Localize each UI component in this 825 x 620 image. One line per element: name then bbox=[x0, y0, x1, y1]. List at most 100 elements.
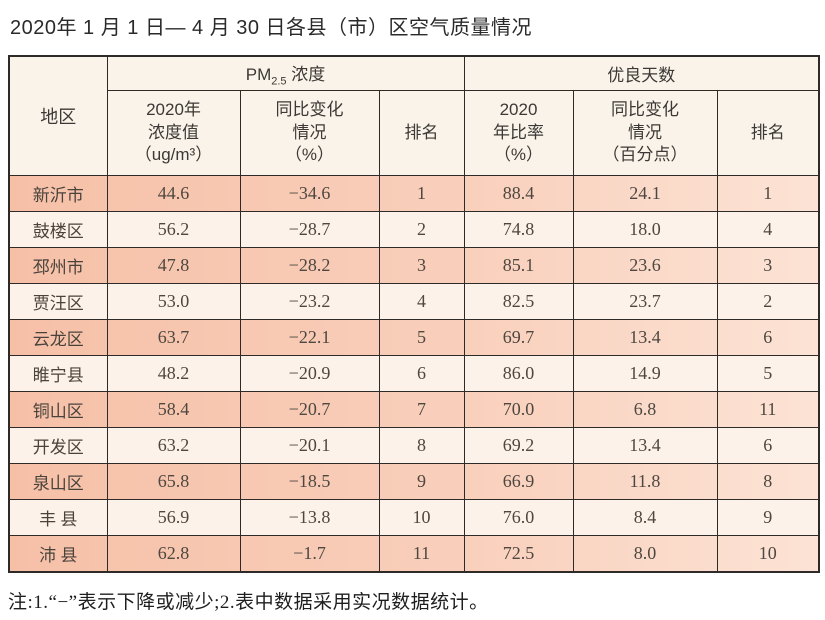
ratio-rank-cell: 3 bbox=[716, 247, 820, 284]
region-cell: 鼓楼区 bbox=[8, 211, 108, 248]
table-row: 睢宁县 48.2 −20.9 6 86.0 14.9 5 bbox=[8, 355, 820, 392]
region-cell: 邳州市 bbox=[8, 247, 108, 284]
table-row: 沛 县 62.8 −1.7 11 72.5 8.0 10 bbox=[8, 535, 820, 573]
ratio-change-cell: 11.8 bbox=[572, 463, 718, 500]
ratio-cell: 69.7 bbox=[463, 319, 574, 356]
ratio-rank-cell: 5 bbox=[716, 355, 820, 392]
table-row: 贾汪区 53.0 −23.2 4 82.5 23.7 2 bbox=[8, 283, 820, 320]
conc-change-cell: −28.2 bbox=[239, 247, 380, 284]
table-row: 鼓楼区 56.2 −28.7 2 74.8 18.0 4 bbox=[8, 211, 820, 248]
pm25-label-suffix: 浓度 bbox=[286, 64, 326, 84]
conc-rank-cell: 2 bbox=[378, 211, 465, 248]
ratio-change-cell: 8.0 bbox=[572, 535, 718, 573]
conc-rank-header: 排名 bbox=[378, 90, 465, 176]
ratio-cell: 74.8 bbox=[463, 211, 574, 248]
ratio-change-cell: 24.1 bbox=[572, 175, 718, 212]
conc-rank-cell: 8 bbox=[378, 427, 465, 464]
region-cell: 沛 县 bbox=[8, 535, 108, 573]
conc-change-cell: −23.2 bbox=[239, 283, 380, 320]
conc-change-cell: −20.1 bbox=[239, 427, 380, 464]
footnote: 注:1.“−”表示下降或减少;2.表中数据采用实况数据统计。 bbox=[8, 592, 489, 613]
ratio-cell: 70.0 bbox=[463, 391, 574, 428]
ratio-change-cell: 8.4 bbox=[572, 499, 718, 536]
header-sub-row: 2020年 浓度值 （ug/m³） 同比变化 情况 （%） 排名 2020 年比… bbox=[9, 90, 820, 176]
ratio-header: 2020 年比率 （%） bbox=[463, 90, 574, 176]
region-cell: 云龙区 bbox=[8, 319, 108, 356]
conc-rank-cell: 10 bbox=[378, 499, 465, 536]
conc-change-cell: −20.7 bbox=[239, 391, 380, 428]
ratio-rank-cell: 6 bbox=[716, 319, 820, 356]
ratio-rank-cell: 6 bbox=[716, 427, 820, 464]
ratio-cell: 85.1 bbox=[463, 247, 574, 284]
ratio-change-header: 同比变化 情况 （百分点） bbox=[572, 90, 718, 176]
conc-rank-cell: 6 bbox=[378, 355, 465, 392]
conc-change-cell: −13.8 bbox=[239, 499, 380, 536]
ratio-cell: 76.0 bbox=[463, 499, 574, 536]
region-cell: 丰 县 bbox=[8, 499, 108, 536]
region-cell: 睢宁县 bbox=[8, 355, 108, 392]
ratio-cell: 88.4 bbox=[463, 175, 574, 212]
conc-rank-cell: 7 bbox=[378, 391, 465, 428]
ratio-change-cell: 18.0 bbox=[572, 211, 718, 248]
region-cell: 贾汪区 bbox=[8, 283, 108, 320]
conc-cell: 58.4 bbox=[106, 391, 241, 428]
ratio-change-cell: 13.4 bbox=[572, 319, 718, 356]
conc-cell: 44.6 bbox=[106, 175, 241, 212]
table-row: 泉山区 65.8 −18.5 9 66.9 11.8 8 bbox=[8, 463, 820, 500]
pm25-label-subscript: 2.5 bbox=[271, 75, 287, 88]
table-row: 新沂市 44.6 −34.6 1 88.4 24.1 1 bbox=[8, 175, 820, 212]
page-title: 2020年 1 月 1 日— 4 月 30 日各县（市）区空气质量情况 bbox=[10, 17, 533, 39]
ratio-rank-cell: 11 bbox=[716, 391, 820, 428]
table-row: 铜山区 58.4 −20.7 7 70.0 6.8 11 bbox=[8, 391, 820, 428]
conc-cell: 48.2 bbox=[106, 355, 241, 392]
ratio-change-cell: 23.6 bbox=[572, 247, 718, 284]
ratio-rank-header: 排名 bbox=[716, 90, 820, 176]
conc-cell: 56.9 bbox=[106, 499, 241, 536]
conc-rank-cell: 5 bbox=[378, 319, 465, 356]
table-row: 丰 县 56.9 −13.8 10 76.0 8.4 9 bbox=[8, 499, 820, 536]
conc-cell: 63.2 bbox=[106, 427, 241, 464]
region-cell: 新沂市 bbox=[8, 175, 108, 212]
ratio-rank-cell: 8 bbox=[716, 463, 820, 500]
pm25-group-header: PM2.5 浓度 bbox=[106, 55, 465, 91]
region-column-header: 地区 bbox=[8, 55, 108, 176]
ratio-cell: 82.5 bbox=[463, 283, 574, 320]
conc-cell: 65.8 bbox=[106, 463, 241, 500]
conc-cell: 53.0 bbox=[106, 283, 241, 320]
conc-change-cell: −18.5 bbox=[239, 463, 380, 500]
ratio-cell: 66.9 bbox=[463, 463, 574, 500]
header-group-row: 地区 PM2.5 浓度 优良天数 bbox=[8, 55, 820, 176]
ratio-cell: 86.0 bbox=[463, 355, 574, 392]
conc-change-cell: −20.9 bbox=[239, 355, 380, 392]
ratio-rank-cell: 2 bbox=[716, 283, 820, 320]
conc-cell: 62.8 bbox=[106, 535, 241, 573]
ratio-change-cell: 14.9 bbox=[572, 355, 718, 392]
ratio-cell: 69.2 bbox=[463, 427, 574, 464]
conc-cell: 63.7 bbox=[106, 319, 241, 356]
conc-rank-cell: 11 bbox=[378, 535, 465, 573]
pm25-label-prefix: PM bbox=[245, 64, 272, 84]
conc-rank-cell: 9 bbox=[378, 463, 465, 500]
ratio-rank-cell: 4 bbox=[716, 211, 820, 248]
conc-rank-cell: 1 bbox=[378, 175, 465, 212]
conc-change-cell: −28.7 bbox=[239, 211, 380, 248]
conc-change-header: 同比变化 情况 （%） bbox=[239, 90, 380, 176]
ratio-cell: 72.5 bbox=[463, 535, 574, 573]
conc-rank-cell: 4 bbox=[378, 283, 465, 320]
ratio-rank-cell: 10 bbox=[716, 535, 820, 573]
conc-change-cell: −22.1 bbox=[239, 319, 380, 356]
conc-value-header: 2020年 浓度值 （ug/m³） bbox=[106, 90, 241, 176]
ratio-change-cell: 23.7 bbox=[572, 283, 718, 320]
ratio-rank-cell: 9 bbox=[716, 499, 820, 536]
ratio-change-cell: 13.4 bbox=[572, 427, 718, 464]
conc-cell: 56.2 bbox=[106, 211, 241, 248]
air-quality-table: 地区 PM2.5 浓度 优良天数 2020年 浓度值 （ug/m³） 同比变化 … bbox=[8, 55, 821, 573]
region-cell: 泉山区 bbox=[8, 463, 108, 500]
table-row: 邳州市 47.8 −28.2 3 85.1 23.6 3 bbox=[8, 247, 820, 284]
ratio-change-cell: 6.8 bbox=[572, 391, 718, 428]
good-days-group-header: 优良天数 bbox=[463, 55, 820, 91]
table-row: 云龙区 63.7 −22.1 5 69.7 13.4 6 bbox=[8, 319, 820, 356]
conc-change-cell: −1.7 bbox=[239, 535, 380, 573]
conc-rank-cell: 3 bbox=[378, 247, 465, 284]
